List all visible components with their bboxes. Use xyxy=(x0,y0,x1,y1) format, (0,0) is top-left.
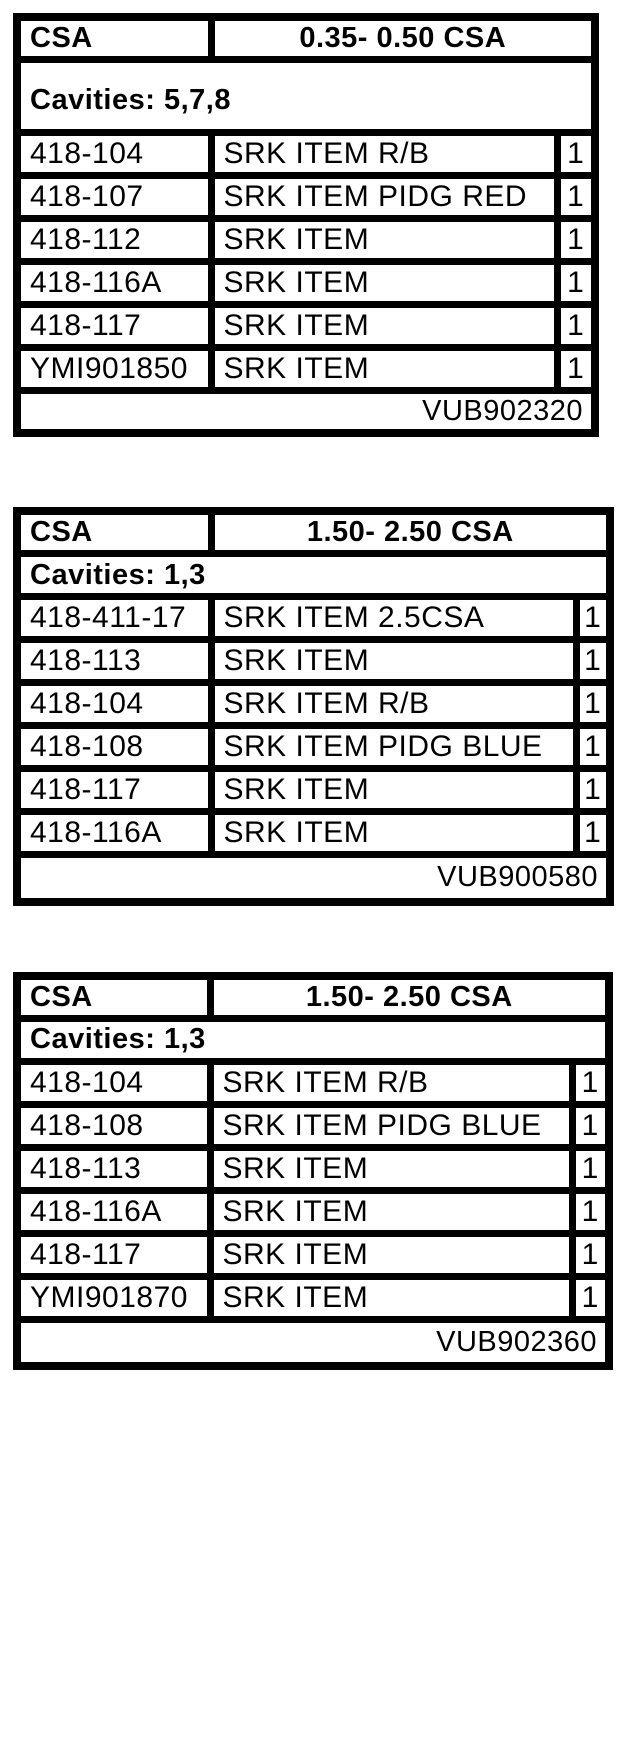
qty-cell: 1 xyxy=(568,1143,613,1194)
csa-range-cell: 1.50- 2.50 CSA xyxy=(206,972,613,1022)
cavities-row: Cavities: 5,7,8 xyxy=(13,56,599,136)
description-cell: SRK ITEM xyxy=(207,808,580,858)
description-cell: SRK ITEM xyxy=(207,215,561,265)
table-row: 418-108 SRK ITEM PIDG BLUE 1 xyxy=(13,722,614,772)
description-cell: SRK ITEM xyxy=(206,1143,576,1194)
part-number-cell: YMI901850 xyxy=(13,344,215,394)
qty-cell: 1 xyxy=(553,129,599,179)
csa-range-cell: 0.35- 0.50 CSA xyxy=(207,13,599,63)
table-row: 418-411-17 SRK ITEM 2.5CSA 1 xyxy=(13,593,614,643)
qty-cell: 1 xyxy=(553,215,599,265)
table-row: 418-104 SRK ITEM R/B 1 xyxy=(13,129,599,179)
cavities-cell: Cavities: 1,3 xyxy=(13,550,614,600)
cavities-cell: Cavities: 5,7,8 xyxy=(13,56,599,136)
description-cell: SRK ITEM R/B xyxy=(207,679,580,729)
part-number-cell: 418-107 xyxy=(13,172,215,222)
table-row: 418-104 SRK ITEM R/B 1 xyxy=(13,679,614,729)
cavities-row: Cavities: 1,3 xyxy=(13,550,614,600)
description-cell: SRK ITEM xyxy=(207,636,580,686)
table-row: YMI901850 SRK ITEM 1 xyxy=(13,344,599,394)
part-number-cell: 418-104 xyxy=(13,679,215,729)
part-number-cell: 418-116A xyxy=(13,258,215,308)
description-cell: SRK ITEM xyxy=(206,1272,576,1323)
table-row: 418-104 SRK ITEM R/B 1 xyxy=(13,1057,613,1108)
description-cell: SRK ITEM R/B xyxy=(207,129,561,179)
qty-cell: 1 xyxy=(572,636,614,686)
qty-cell: 1 xyxy=(572,593,614,643)
footer-row: VUB902320 xyxy=(13,387,599,437)
qty-cell: 1 xyxy=(572,808,614,858)
qty-cell: 1 xyxy=(568,1186,613,1237)
parts-kit-table: CSA 1.50- 2.50 CSA Cavities: 1,3 418-411-17… xyxy=(13,507,615,906)
part-number-cell: 418-113 xyxy=(13,636,215,686)
kit-number-cell: VUB900580 xyxy=(13,851,614,905)
csa-range-cell: 1.50- 2.50 CSA xyxy=(207,507,614,557)
table-row: 418-108 SRK ITEM PIDG BLUE 1 xyxy=(13,1100,613,1151)
table-row: 418-116A SRK ITEM 1 xyxy=(13,1186,613,1237)
header-row: CSA 1.50- 2.50 CSA xyxy=(13,972,613,1022)
csa-label-cell: CSA xyxy=(13,972,214,1022)
part-number-cell: 418-117 xyxy=(13,301,215,351)
qty-cell: 1 xyxy=(568,1229,613,1280)
part-number-cell: 418-104 xyxy=(13,1057,214,1108)
document-page: CSA 0.35- 0.50 CSA Cavities: 5,7,8 418-104 S… xyxy=(0,13,627,1370)
parts-kit-table: CSA 1.50- 2.50 CSA Cavities: 1,3 418-104 SRK… xyxy=(13,971,614,1370)
part-number-cell: 418-117 xyxy=(13,765,215,815)
description-cell: SRK ITEM xyxy=(207,765,580,815)
footer-row: VUB900580 xyxy=(13,851,614,905)
qty-cell: 1 xyxy=(568,1272,613,1323)
qty-cell: 1 xyxy=(568,1057,613,1108)
csa-label-cell: CSA xyxy=(13,507,215,557)
qty-cell: 1 xyxy=(572,722,614,772)
header-row: CSA 1.50- 2.50 CSA xyxy=(13,507,614,557)
kit-number-cell: VUB902360 xyxy=(13,1315,613,1370)
cavities-row: Cavities: 1,3 xyxy=(13,1014,613,1065)
table-row: YMI901870 SRK ITEM 1 xyxy=(13,1272,613,1323)
qty-cell: 1 xyxy=(553,258,599,308)
description-cell: SRK ITEM R/B xyxy=(206,1057,576,1108)
description-cell: SRK ITEM xyxy=(207,301,561,351)
description-cell: SRK ITEM xyxy=(206,1186,576,1237)
table-row: 418-117 SRK ITEM 1 xyxy=(13,1229,613,1280)
cavities-cell: Cavities: 1,3 xyxy=(13,1014,613,1065)
qty-cell: 1 xyxy=(553,344,599,394)
parts-kit-table: CSA 0.35- 0.50 CSA Cavities: 5,7,8 418-104 S… xyxy=(13,13,600,437)
part-number-cell: YMI901870 xyxy=(13,1272,214,1323)
table-row: 418-107 SRK ITEM PIDG RED 1 xyxy=(13,172,599,222)
qty-cell: 1 xyxy=(568,1100,613,1151)
csa-label-cell: CSA xyxy=(13,13,215,63)
table-row: 418-117 SRK ITEM 1 xyxy=(13,301,599,351)
part-number-cell: 418-104 xyxy=(13,129,215,179)
part-number-cell: 418-108 xyxy=(13,1100,214,1151)
qty-cell: 1 xyxy=(553,301,599,351)
part-number-cell: 418-108 xyxy=(13,722,215,772)
description-cell: SRK ITEM PIDG BLUE xyxy=(207,722,580,772)
description-cell: SRK ITEM xyxy=(207,258,561,308)
part-number-cell: 418-411-17 xyxy=(13,593,215,643)
qty-cell: 1 xyxy=(572,679,614,729)
table-row: 418-112 SRK ITEM 1 xyxy=(13,215,599,265)
qty-cell: 1 xyxy=(553,172,599,222)
kit-number-cell: VUB902320 xyxy=(13,387,599,437)
table-row: 418-113 SRK ITEM 1 xyxy=(13,1143,613,1194)
part-number-cell: 418-117 xyxy=(13,1229,214,1280)
description-cell: SRK ITEM xyxy=(207,344,561,394)
part-number-cell: 418-112 xyxy=(13,215,215,265)
header-row: CSA 0.35- 0.50 CSA xyxy=(13,13,599,63)
part-number-cell: 418-116A xyxy=(13,808,215,858)
table-row: 418-117 SRK ITEM 1 xyxy=(13,765,614,815)
description-cell: SRK ITEM xyxy=(206,1229,576,1280)
footer-row: VUB902360 xyxy=(13,1315,613,1370)
table-row: 418-116A SRK ITEM 1 xyxy=(13,808,614,858)
qty-cell: 1 xyxy=(572,765,614,815)
description-cell: SRK ITEM PIDG RED xyxy=(207,172,561,222)
table-row: 418-113 SRK ITEM 1 xyxy=(13,636,614,686)
part-number-cell: 418-116A xyxy=(13,1186,214,1237)
part-number-cell: 418-113 xyxy=(13,1143,214,1194)
description-cell: SRK ITEM PIDG BLUE xyxy=(206,1100,576,1151)
description-cell: SRK ITEM 2.5CSA xyxy=(207,593,580,643)
tables-container: CSA 0.35- 0.50 CSA Cavities: 5,7,8 418-104 S… xyxy=(13,13,627,1370)
table-row: 418-116A SRK ITEM 1 xyxy=(13,258,599,308)
